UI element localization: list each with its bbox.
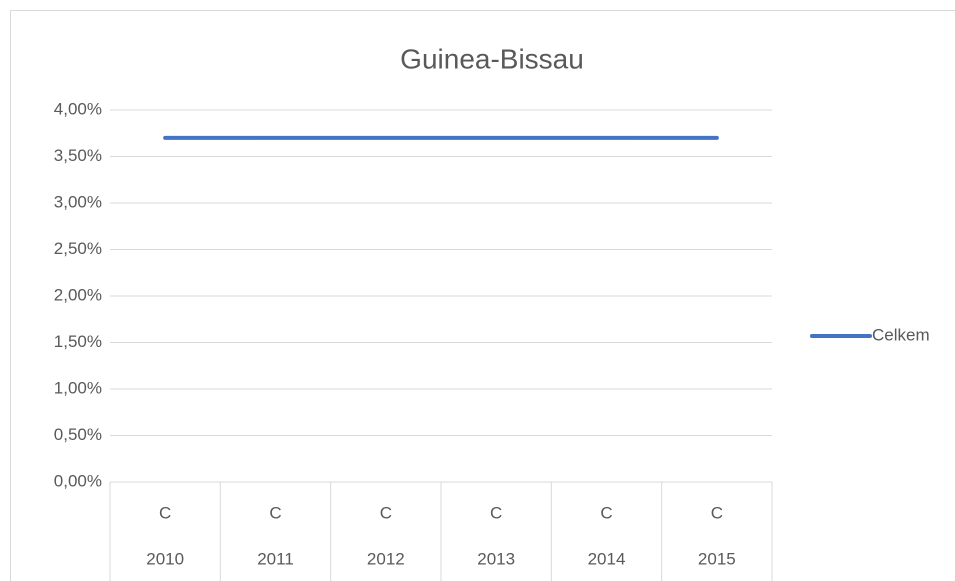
x-tick-label: 2011 — [257, 549, 294, 568]
y-tick-label: 2,00% — [54, 285, 102, 304]
y-tick-label: 2,50% — [54, 239, 102, 258]
x-tick-label: 2013 — [477, 549, 515, 568]
x-sublabel: C — [159, 503, 171, 522]
x-sublabel: C — [269, 503, 281, 522]
legend-label: Celkem — [872, 325, 930, 344]
y-tick-label: 0,00% — [54, 471, 102, 490]
x-sublabel: C — [711, 503, 723, 522]
y-tick-label: 3,00% — [54, 192, 102, 211]
x-sublabel: C — [600, 503, 612, 522]
x-sublabel: C — [490, 503, 502, 522]
y-tick-label: 3,50% — [54, 146, 102, 165]
y-tick-label: 1,50% — [54, 332, 102, 351]
x-tick-label: 2012 — [367, 549, 405, 568]
chart-frame — [10, 10, 955, 581]
chart-title: Guinea-Bissau — [400, 43, 584, 74]
x-sublabel: C — [380, 503, 392, 522]
x-tick-label: 2014 — [588, 549, 626, 568]
x-tick-label: 2015 — [698, 549, 736, 568]
y-tick-label: 1,00% — [54, 378, 102, 397]
y-tick-label: 0,50% — [54, 425, 102, 444]
x-tick-label: 2010 — [146, 549, 184, 568]
y-tick-label: 4,00% — [54, 99, 102, 118]
